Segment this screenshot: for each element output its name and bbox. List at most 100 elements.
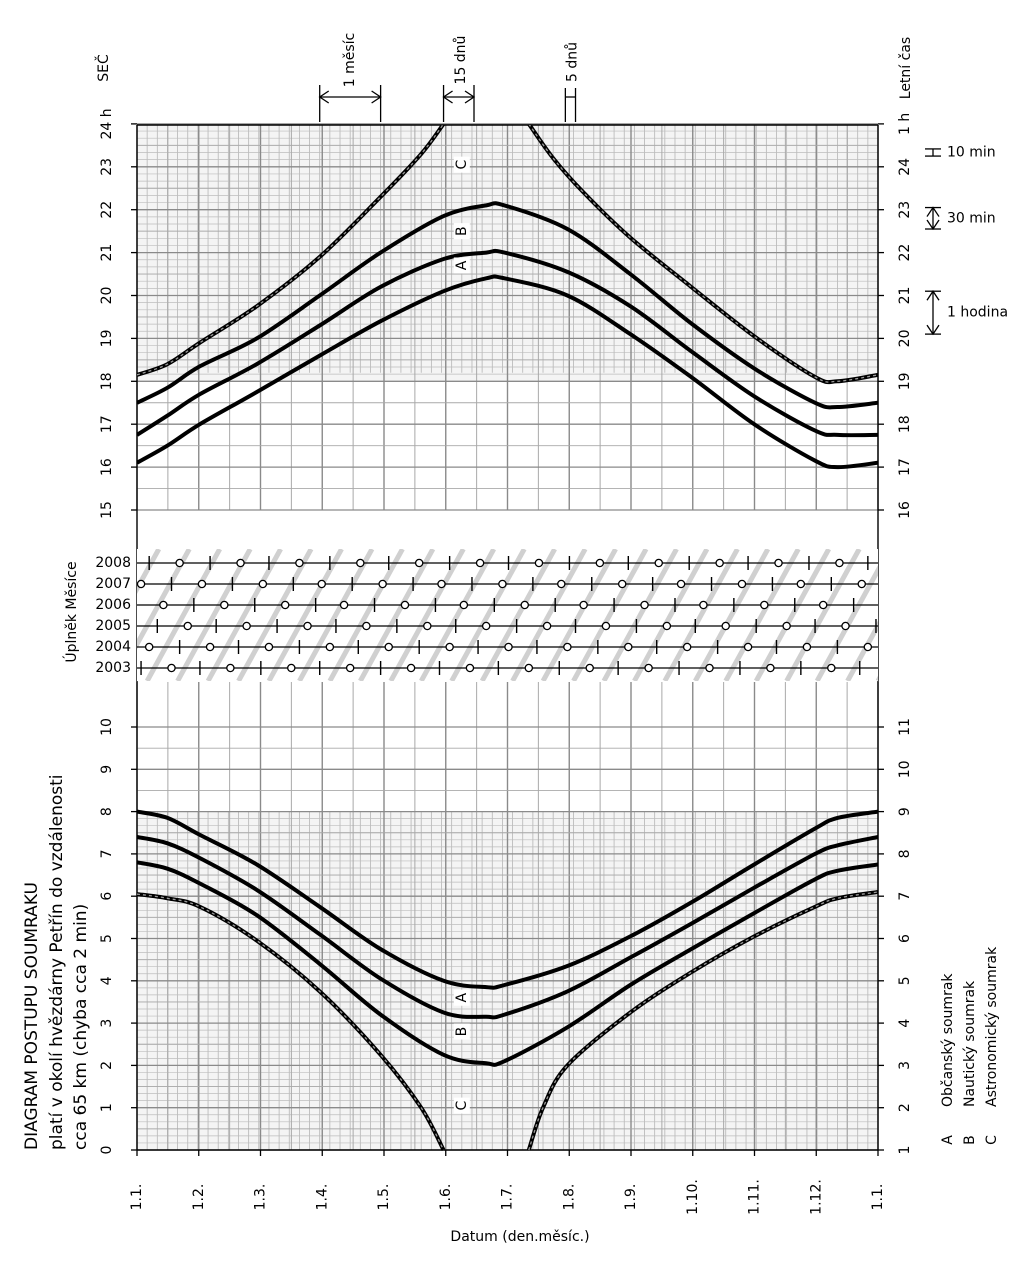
full-moon-marker-2006 [400,600,410,610]
curve-label-bg [453,257,470,274]
morning-left-tick: 1 [99,1103,115,1112]
curve-label-bg [453,1023,470,1040]
full-moon-marker-2004 [264,642,274,652]
scale-1hour-head-b [926,324,940,336]
x-tick-label: 1.12. [808,1179,824,1215]
evening-right-tick: 1 h [897,113,913,135]
full-moon-title: Úplněk Měsíce [62,561,80,662]
twilight-curve-dash-D [137,125,444,376]
morning-right-tick: 11 [897,718,913,736]
morning-right-tick: 1 [897,1146,913,1155]
evening-left-tick: 23 [99,158,115,176]
full-moon-marker-2004 [743,642,753,652]
moon-hatch-line [693,549,771,681]
full-moon-marker-2006 [280,600,290,610]
evening-left-tick: 19 [99,329,115,347]
curve-label-evening-A: A [454,260,470,270]
morning-right-tick: 6 [897,934,913,943]
full-moon-marker-2006 [159,600,168,610]
evening-right-tick: 23 [897,201,913,219]
twilight-curve-evening-E [527,125,878,385]
full-moon-marker-2003 [585,663,594,673]
full-moon-marker-2007 [796,579,806,589]
moon-hatch-line [510,549,588,681]
moon-hatch-line [327,549,405,681]
curve-label-evening-C: C [454,160,470,170]
full-moon-marker-2004 [802,642,812,652]
scale-15days-label: 15 dnů [453,36,469,85]
moon-hatch-line [939,549,1012,681]
full-moon-marker-2007 [258,579,268,589]
full-moon-marker-2008 [414,558,424,568]
full-moon-marker-2006 [520,600,530,610]
evening-left-tick: 17 [99,415,115,433]
evening-right-tick: 22 [897,244,913,262]
morning-right-tick: 10 [897,760,913,778]
full-moon-marker-2004 [205,642,215,652]
legend-text-C: Astronomický soumrak [984,946,1000,1107]
morning-left-tick: 5 [99,934,115,943]
curves-layer [137,125,878,1151]
curve-label-bg [453,989,470,1006]
evening-left-tick: 18 [99,372,115,390]
full-moon-marker-2008 [654,558,663,568]
full-moon-marker-2008 [715,558,724,568]
x-tick-label: 1.5. [376,1184,392,1211]
full-moon-marker-2008 [475,558,485,568]
moon-year-label-2004: 2004 [95,639,131,655]
twilight-curve-dash-I [137,893,445,1151]
evening-right-tick: 18 [897,415,913,433]
morning-right-tick: 2 [897,1103,913,1112]
x-tick-label: 1.2. [191,1184,207,1211]
full-moon-layer [136,549,1012,681]
moon-hatch-line [137,549,162,594]
scale-30min-head-b [926,219,940,231]
evening-right-tick: 21 [897,287,913,305]
full-moon-marker-2008 [534,558,544,568]
curve-label-bg [453,156,470,173]
full-moon-marker-2003 [345,663,355,673]
moon-year-label-2006: 2006 [95,597,131,613]
full-moon-marker-2008 [175,558,184,568]
evening-right-tick: 19 [897,372,913,390]
scale-30min-label: 30 min [947,210,996,226]
moon-hatch-line [175,549,253,681]
chart-title: DIAGRAM POSTUPU SOUMRAKU [22,882,42,1150]
x-tick-label: 1.1. [129,1184,145,1211]
x-tick-label: 1.6. [438,1184,454,1211]
twilight-curve-evening-B [137,248,878,438]
right-axis-title: Letní čas [898,37,914,99]
full-moon-marker-2008 [356,558,365,568]
chart-subtitle-line: cca 65 km (chyba cca 2 min) [71,904,91,1150]
twilight-curve-evening-C [137,201,878,410]
full-moon-marker-2007 [857,579,867,589]
scale-30min-head-t [926,206,940,217]
moon-hatch-line [388,549,466,681]
curve-label-morning-B: B [454,1027,470,1037]
full-moon-marker-2007 [437,579,446,589]
moon-hatch-line [137,549,192,650]
x-tick-label: 1.11. [747,1179,763,1215]
moon-hatch-line [571,549,649,681]
evening-left-tick: 20 [99,287,115,305]
full-moon-marker-2007 [378,579,387,589]
full-moon-marker-2007 [197,579,207,589]
full-moon-marker-2007 [676,579,686,589]
moon-hatch-line [266,549,344,681]
full-moon-marker-2006 [640,600,649,610]
full-moon-marker-2004 [863,642,873,652]
full-moon-marker-2006 [818,600,828,610]
full-moon-marker-2005 [362,621,371,631]
full-moon-marker-2003 [524,663,534,673]
full-moon-marker-2003 [465,663,475,673]
moon-hatch-line [479,549,557,681]
moon-hatch-line [419,549,497,681]
moon-hatch-line [632,549,710,681]
full-moon-marker-2005 [721,621,730,631]
full-moon-marker-2003 [406,663,416,673]
full-moon-marker-2004 [624,642,633,652]
morning-right-tick: 9 [897,807,913,816]
full-moon-marker-2005 [662,621,672,631]
full-moon-marker-2007 [617,579,627,589]
